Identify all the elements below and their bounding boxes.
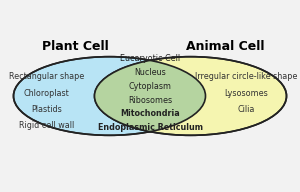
Text: Plastids: Plastids — [31, 105, 62, 114]
Text: Lysosomes: Lysosomes — [224, 89, 268, 98]
Ellipse shape — [94, 57, 286, 135]
Ellipse shape — [14, 57, 206, 135]
Text: Plant Cell: Plant Cell — [42, 40, 108, 53]
Text: Animal Cell: Animal Cell — [186, 40, 264, 53]
Text: Rectangular shape: Rectangular shape — [9, 72, 84, 81]
Text: Cilia: Cilia — [237, 105, 255, 114]
Text: Chloroplast: Chloroplast — [24, 89, 69, 98]
Text: Cytoplasm: Cytoplasm — [128, 82, 172, 91]
Text: Endoplasmic Reticulum: Endoplasmic Reticulum — [98, 123, 202, 132]
Text: Rigid cell wall: Rigid cell wall — [19, 121, 74, 130]
Ellipse shape — [94, 57, 286, 135]
Text: Eucaryotic Cell: Eucaryotic Cell — [120, 54, 180, 63]
Text: Mitochondria: Mitochondria — [120, 109, 180, 118]
Text: Ribosomes: Ribosomes — [128, 96, 172, 104]
Text: Nucleus: Nucleus — [134, 68, 166, 77]
Text: Irregular circle-like shape: Irregular circle-like shape — [195, 72, 297, 81]
